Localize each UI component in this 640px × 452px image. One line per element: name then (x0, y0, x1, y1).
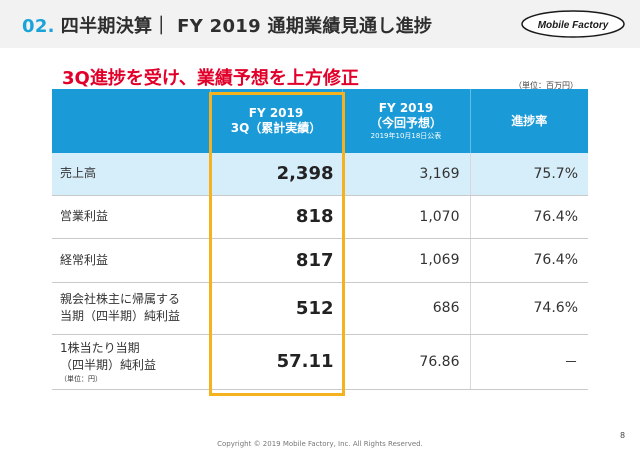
row-label: 1株当たり当期 （四半期）純利益 （単位：円） (52, 334, 210, 390)
logo-text: Mobile Factory (538, 20, 609, 31)
row-label: 経常利益 (52, 238, 210, 283)
forecast-value: 1,069 (341, 238, 470, 283)
unit-note: （単位：百万円） (514, 81, 578, 90)
forecast-value: 76.86 (341, 334, 470, 390)
actual-value: 817 (209, 238, 342, 283)
header-label-col (52, 89, 210, 153)
copyright-footer: Copyright © 2019 Mobile Factory, Inc. Al… (217, 440, 423, 448)
company-logo: Mobile Factory (521, 10, 625, 38)
actual-value: 57.11 (209, 334, 342, 390)
table-header-row: FY 2019 3Q（累計実績） FY 2019 （今回予想） 2019年10月18日… (52, 89, 588, 153)
row-label: 親会社株主に帰属する 当期（四半期）純利益 (52, 282, 210, 335)
table-row: 営業利益 818 1,070 76.4% (52, 195, 588, 239)
header-progress: 進捗率 (469, 89, 588, 153)
forecast-value: 1,070 (341, 195, 470, 239)
table-row: 1株当たり当期 （四半期）純利益 （単位：円） 57.11 76.86 － (52, 334, 588, 390)
header-bar: 02. 四半期決算｜ FY 2019 通期業績見通し進捗 Mobile Facto… (0, 0, 640, 48)
performance-table: FY 2019 3Q（累計実績） FY 2019 （今回予想） 2019年10月18日… (52, 89, 588, 390)
row-label: 営業利益 (52, 195, 210, 239)
actual-value: 512 (209, 282, 342, 335)
progress-value: 76.4% (469, 195, 588, 239)
progress-value: － (469, 334, 588, 390)
actual-value: 818 (209, 195, 342, 239)
table-row: 親会社株主に帰属する 当期（四半期）純利益 512 686 74.6% (52, 282, 588, 335)
page-number: 8 (620, 431, 626, 440)
table-row: 売上高 2,398 3,169 75.7% (52, 153, 588, 196)
header-actual: FY 2019 3Q（累計実績） (209, 89, 342, 153)
actual-column-highlight (209, 92, 345, 396)
progress-value: 74.6% (469, 282, 588, 335)
header-forecast: FY 2019 （今回予想） 2019年10月18日公表 (341, 89, 470, 153)
table-row: 経常利益 817 1,069 76.4% (52, 238, 588, 283)
forecast-value: 686 (341, 282, 470, 335)
actual-value: 2,398 (209, 153, 342, 196)
section-title: 四半期決算｜ FY 2019 通期業績見通し進捗 (60, 16, 433, 37)
slide-subtitle: 3Q進捗を受け、業績予想を上方修正 (62, 68, 359, 89)
progress-value: 75.7% (469, 153, 588, 196)
row-label: 売上高 (52, 153, 210, 196)
forecast-value: 3,169 (341, 153, 470, 196)
progress-value: 76.4% (469, 238, 588, 283)
page-title: 02. 四半期決算｜ FY 2019 通期業績見通し進捗 (22, 12, 432, 38)
section-number: 02. (22, 16, 55, 37)
